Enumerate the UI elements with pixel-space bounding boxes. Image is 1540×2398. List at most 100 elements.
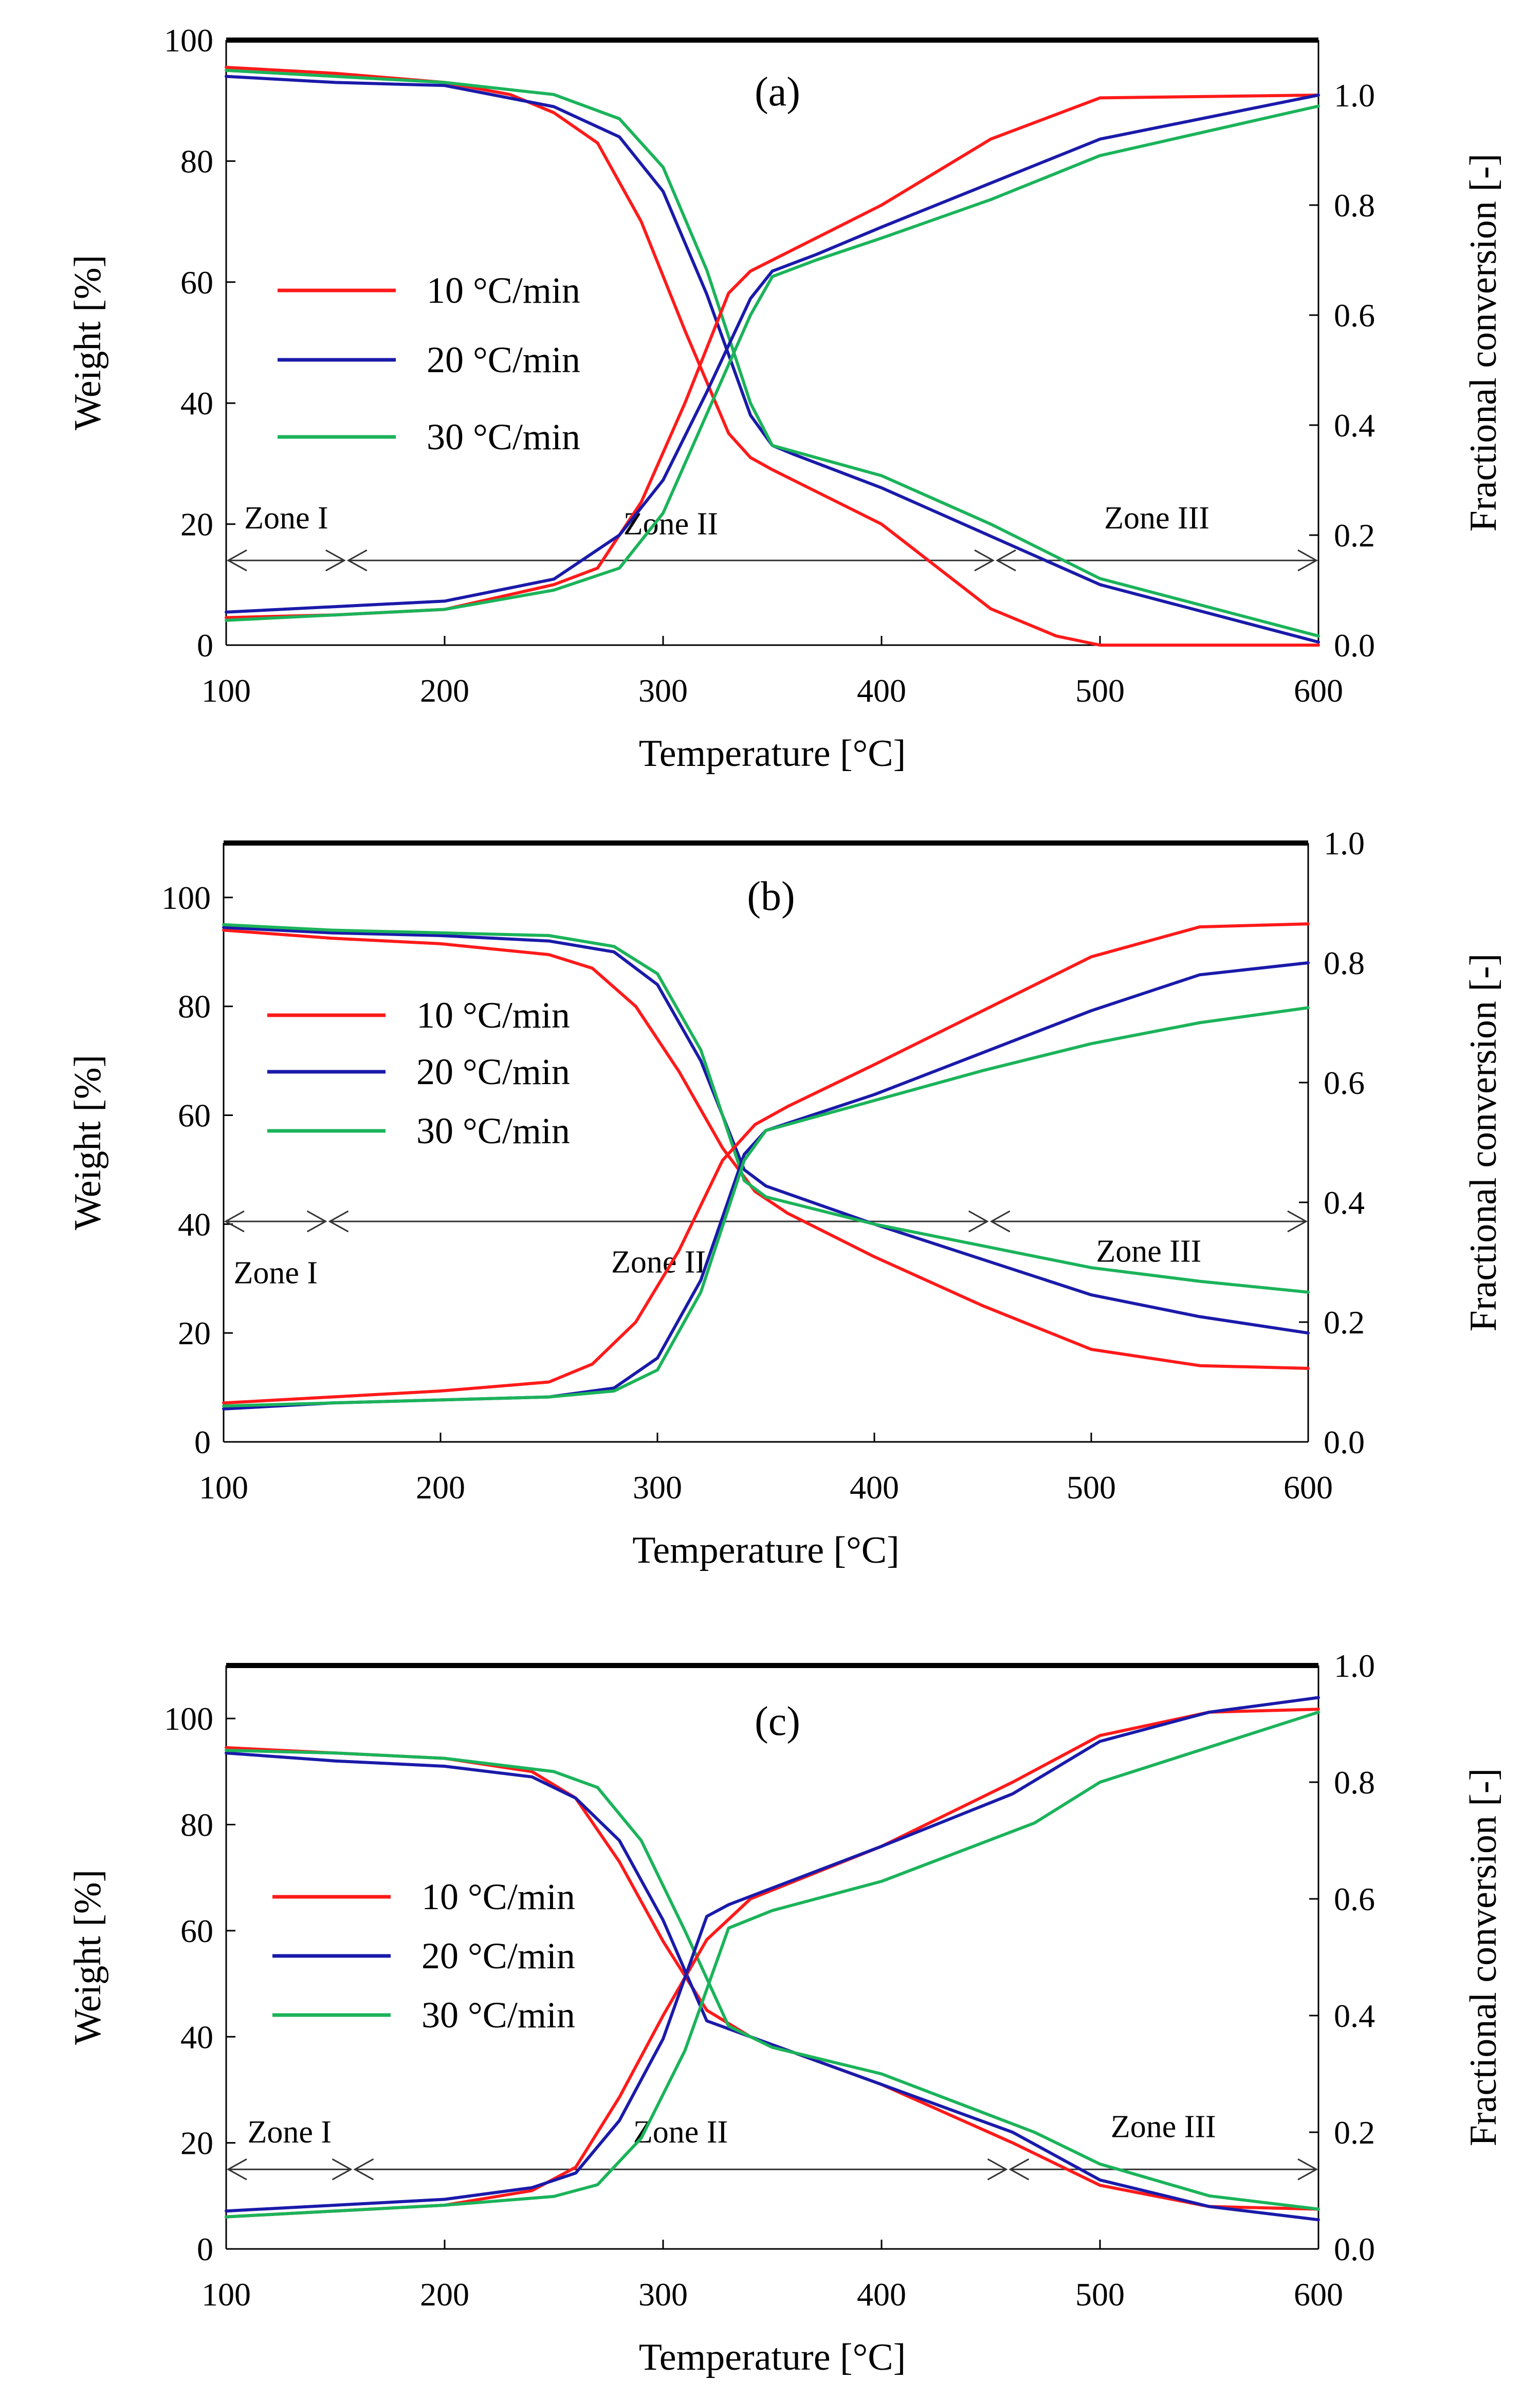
legend-label: 20 °C/min	[427, 339, 580, 380]
y2-tick-label: 1.0	[1334, 1648, 1375, 1684]
y2-axis-title: Fractional conversion [-]	[1462, 154, 1505, 532]
zone-arrow-head-right	[332, 2158, 353, 2181]
zone-label: Zone II	[633, 2115, 728, 2150]
y2-tick-label: 0.8	[1334, 1764, 1375, 1801]
y2-axis-title: Fractional conversion [-]	[1462, 1768, 1505, 2147]
y-axis-title: Weight [%]	[67, 1870, 109, 2045]
x-tick-label: 600	[1294, 672, 1343, 709]
legend-label: 20 °C/min	[421, 1935, 575, 1976]
y-tick-label: 60	[178, 1097, 211, 1134]
y-tick-label: 60	[180, 264, 213, 301]
y-tick-label: 40	[180, 2019, 213, 2055]
zone-label: Zone I	[234, 1256, 318, 1291]
zone-arrow-head-left	[1009, 2158, 1030, 2181]
legend-label: 30 °C/min	[421, 1994, 575, 2036]
y-tick-label: 20	[180, 2125, 213, 2162]
y2-tick-label: 0.4	[1324, 1184, 1365, 1221]
legend-label: 10 °C/min	[427, 270, 580, 311]
y-tick-label: 80	[178, 989, 211, 1025]
panel-0: 100 200 300 400 500 600 0 20 40 60 80 100 0.0 0.2 0.4 0…	[67, 22, 1505, 775]
legend-label: 30 °C/min	[416, 1110, 570, 1151]
y2-axis-title: Fractional conversion [-]	[1462, 954, 1505, 1332]
zone-arrow-head-left	[353, 2158, 374, 2181]
y2-tick-label: 0.4	[1334, 1998, 1375, 2034]
zone-arrow-head-right	[968, 1210, 989, 1233]
x-tick-label: 500	[1075, 672, 1125, 709]
x-tick-label: 600	[1294, 2276, 1343, 2313]
series-line-weight-1	[225, 1751, 1320, 2222]
series-line-conversion-2	[222, 1006, 1310, 1408]
y-tick-label: 60	[180, 1913, 213, 1949]
y-tick-label: 0	[197, 627, 213, 664]
x-tick-label: 500	[1075, 2276, 1125, 2313]
y2-tick-label: 0.0	[1334, 627, 1375, 664]
y-tick-label: 40	[178, 1206, 211, 1242]
zone-label: Zone III	[1111, 2110, 1216, 2145]
x-tick-label: 400	[857, 2276, 906, 2313]
x-tick-label: 300	[638, 2276, 688, 2313]
panel-label: (a)	[755, 69, 800, 115]
zone-label: Zone I	[247, 2115, 332, 2150]
y2-tick-label: 0.8	[1334, 187, 1375, 224]
x-axis-title: Temperature [°C]	[632, 1529, 900, 1571]
zone-arrow-head-left	[226, 549, 247, 572]
y-axis-title: Weight [%]	[67, 1055, 109, 1230]
x-tick-label: 200	[420, 672, 469, 709]
x-tick-label: 100	[201, 2276, 251, 2313]
series-line-weight-2	[225, 68, 1320, 638]
panel-label: (b)	[747, 874, 795, 919]
zone-arrow-head-left	[995, 549, 1016, 572]
series-line-conversion-2	[225, 1710, 1320, 2219]
y-axis-title: Weight [%]	[67, 255, 109, 430]
x-axis-title: Temperature [°C]	[639, 2336, 906, 2378]
y2-tick-label: 0.6	[1334, 297, 1375, 334]
zone-arrow-head-left	[346, 549, 368, 572]
y2-tick-label: 0.8	[1324, 945, 1365, 981]
y-tick-label: 20	[178, 1315, 211, 1351]
x-tick-label: 300	[633, 1469, 682, 1506]
x-tick-label: 100	[201, 672, 251, 709]
series-line-weight-2	[225, 1749, 1320, 2211]
zone-arrow-head-right	[1287, 1210, 1308, 1233]
series-line-weight-0	[222, 928, 1310, 1370]
y-tick-label: 0	[194, 1424, 211, 1460]
y2-tick-label: 1.0	[1334, 77, 1375, 114]
y2-tick-label: 1.0	[1324, 825, 1365, 862]
zone-arrow-head-left	[226, 2158, 247, 2181]
zone-arrow-head-left	[989, 1210, 1011, 1233]
zone-label: Zone II	[611, 1245, 706, 1280]
y-tick-label: 100	[161, 880, 211, 916]
panel-label: (c)	[755, 1699, 800, 1744]
zone-label: Zone III	[1096, 1234, 1201, 1269]
zone-arrow-head-left	[224, 1210, 245, 1233]
x-tick-label: 300	[638, 672, 688, 709]
zone-arrow-head-right	[1297, 549, 1318, 572]
legend-label: 10 °C/min	[421, 1876, 575, 1917]
y2-tick-label: 0.0	[1324, 1424, 1365, 1460]
y2-tick-label: 0.4	[1334, 407, 1375, 444]
zone-label: Zone I	[244, 501, 328, 536]
y2-tick-label: 0.2	[1324, 1304, 1365, 1341]
series-line-weight-1	[225, 75, 1320, 644]
x-tick-label: 400	[850, 1469, 899, 1506]
x-tick-label: 500	[1067, 1469, 1116, 1506]
series-line-conversion-0	[222, 922, 1310, 1405]
series-line-conversion-2	[225, 104, 1320, 622]
zone-arrow-head-right	[1297, 2158, 1318, 2181]
zone-arrow-head-right	[325, 549, 346, 572]
x-tick-label: 600	[1284, 1469, 1333, 1506]
series-line-weight-0	[225, 66, 1320, 647]
panel-1: 100 200 300 400 500 600 0 20 40 60 80 100 0.0 0.2 0.4 0…	[67, 825, 1505, 1571]
x-tick-label: 200	[416, 1469, 465, 1506]
y-tick-label: 80	[180, 143, 213, 179]
zone-label: Zone III	[1104, 501, 1209, 536]
legend-label: 30 °C/min	[427, 416, 580, 457]
y-tick-label: 0	[197, 2231, 213, 2267]
y2-tick-label: 0.2	[1334, 2114, 1375, 2151]
zone-arrow-head-right	[306, 1210, 327, 1233]
legend-label: 10 °C/min	[416, 995, 570, 1036]
y-tick-label: 20	[180, 506, 213, 543]
zone-arrow-head-right	[987, 2158, 1008, 2181]
x-tick-label: 200	[420, 2276, 469, 2313]
y-tick-label: 40	[180, 385, 213, 422]
